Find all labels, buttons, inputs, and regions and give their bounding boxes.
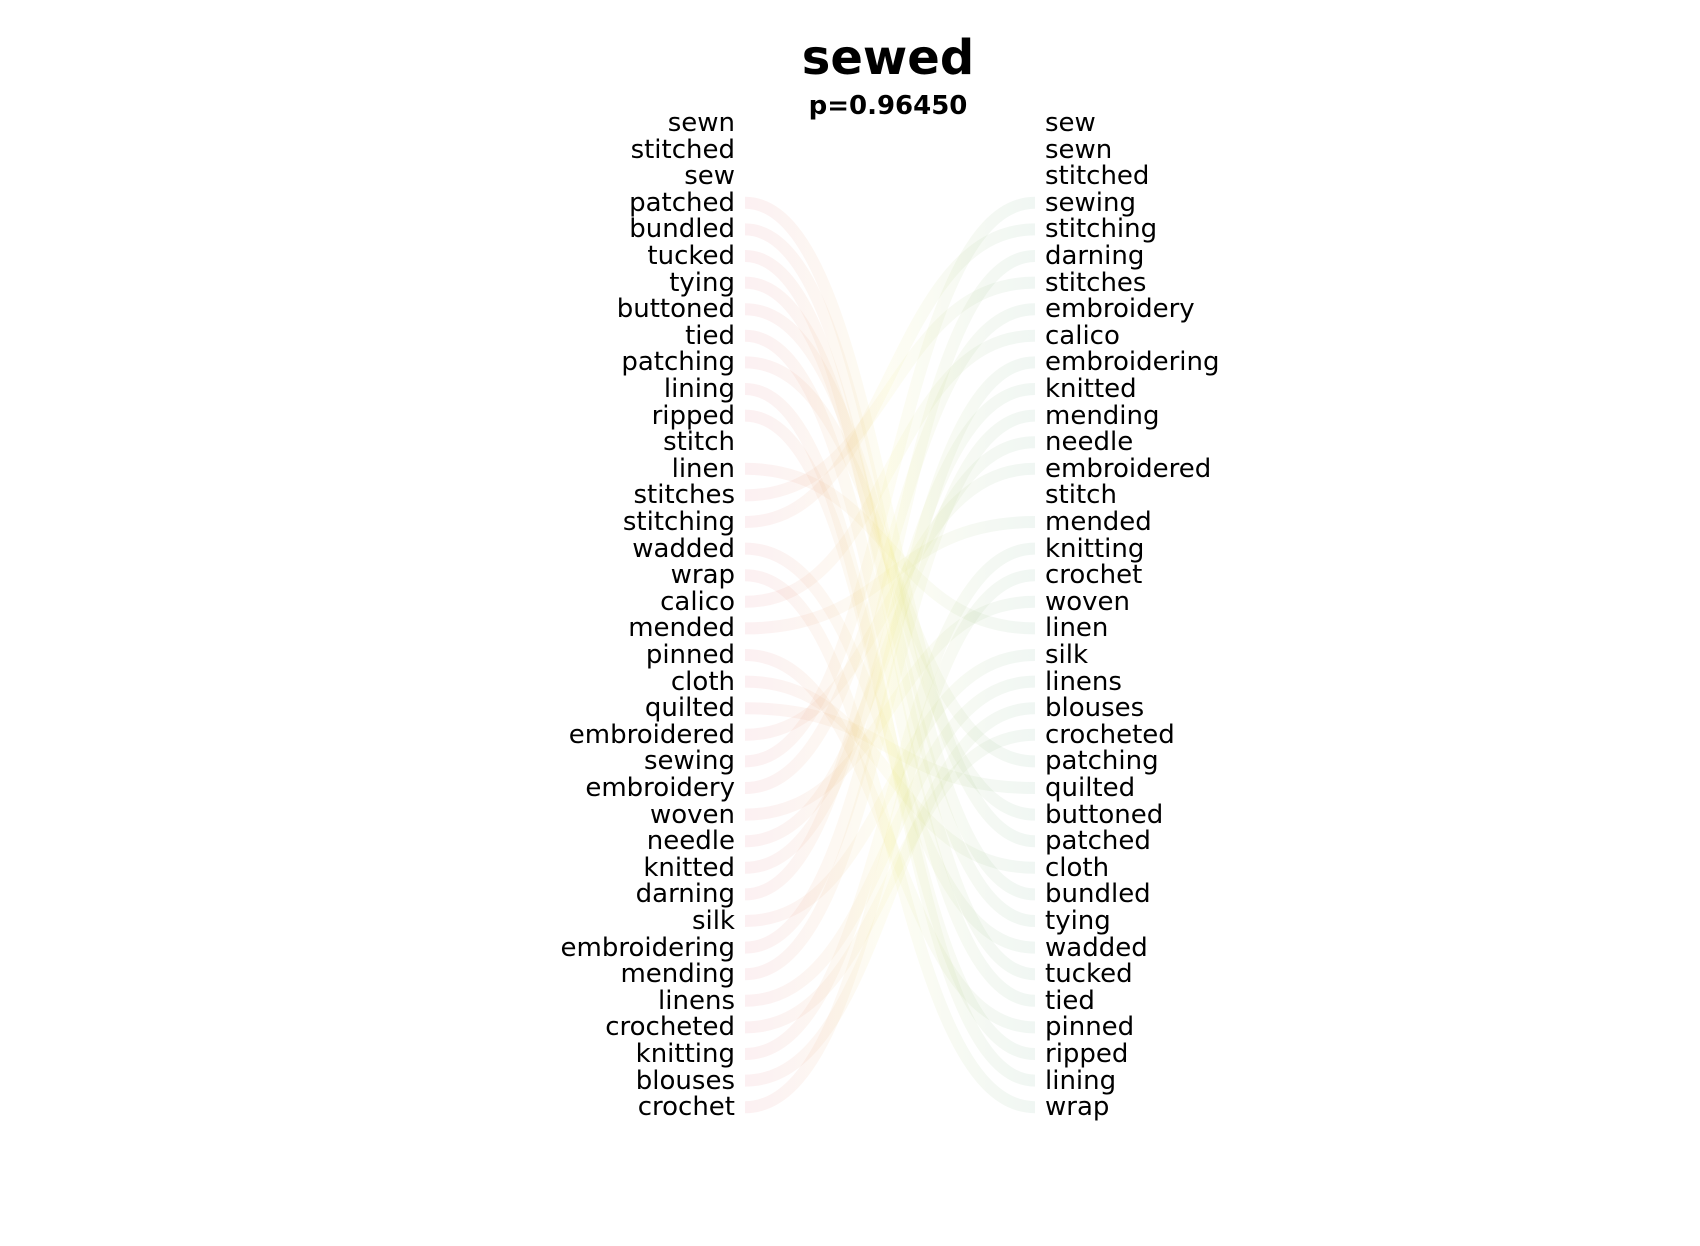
left-word: mending <box>620 959 735 990</box>
left-word: ripped <box>651 400 735 431</box>
connection-curve-color-sewing <box>744 196 1036 768</box>
left-word: stitch <box>663 427 735 458</box>
right-word: linens <box>1045 666 1122 697</box>
left-word: woven <box>649 799 735 830</box>
connection-curve-color-blouses <box>744 702 1036 1087</box>
left-word: silk <box>691 906 735 936</box>
right-word: embroidery <box>1045 294 1195 325</box>
left-word: tying <box>669 267 735 298</box>
right-word: tying <box>1045 906 1111 936</box>
left-word: quilted <box>644 693 735 724</box>
right-word: embroidered <box>1045 453 1212 484</box>
connection-curve-color-crochet <box>744 569 1036 1114</box>
right-word: knitted <box>1045 374 1137 404</box>
right-word: tucked <box>1045 959 1133 990</box>
right-word: darning <box>1045 241 1145 271</box>
left-word: sew <box>684 161 735 192</box>
connection-curve-color-knitting <box>744 542 1036 1060</box>
left-word: crochet <box>637 1092 735 1123</box>
left-word: tucked <box>647 241 735 271</box>
right-word: wadded <box>1045 932 1148 963</box>
right-word: pinned <box>1045 1012 1135 1043</box>
right-word: woven <box>1045 586 1131 617</box>
left-word: linens <box>658 985 735 1016</box>
right-word: sewing <box>1045 187 1137 218</box>
left-word: darning <box>635 879 735 910</box>
left-word: wadded <box>632 533 735 564</box>
left-word: patched <box>629 187 735 218</box>
left-word: mended <box>628 613 735 644</box>
left-word: sewing <box>643 746 735 777</box>
left-word: embroidered <box>568 719 735 750</box>
right-word: embroidering <box>1045 347 1220 378</box>
connection-curve-color-cloth <box>744 675 1036 874</box>
right-word: wrap <box>1045 1092 1110 1123</box>
connection-curve-color-patched <box>744 196 1036 848</box>
left-word: calico <box>660 586 735 617</box>
left-word: buttoned <box>616 294 735 325</box>
right-word: calico <box>1045 320 1120 351</box>
right-word: buttoned <box>1045 799 1164 830</box>
connection-curve-color-stitching <box>744 223 1036 528</box>
right-word: stitch <box>1045 480 1117 511</box>
left-word: knitting <box>635 1039 735 1069</box>
right-word: crocheted <box>1045 719 1175 750</box>
left-word: needle <box>646 826 735 857</box>
right-word: patching <box>1045 746 1159 777</box>
left-word: patching <box>621 347 735 378</box>
right-word: mending <box>1045 400 1160 431</box>
connection-curve-color-darning <box>744 250 1036 901</box>
right-word: blouses <box>1045 693 1145 724</box>
left-word: sewn <box>667 108 735 138</box>
right-word: sewn <box>1045 134 1113 165</box>
left-word: linen <box>671 453 735 484</box>
left-word: stitched <box>630 134 735 165</box>
left-word: crocheted <box>605 1012 735 1043</box>
right-word: lining <box>1045 1065 1117 1096</box>
left-word: cloth <box>670 666 735 697</box>
right-word: quilted <box>1045 773 1136 803</box>
left-word: wrap <box>670 560 735 591</box>
right-word: stitches <box>1045 267 1147 298</box>
right-word: crochet <box>1045 560 1143 591</box>
right-word: stitched <box>1045 161 1150 192</box>
right-word: cloth <box>1045 852 1110 883</box>
right-word: sew <box>1045 108 1096 138</box>
right-word: silk <box>1045 640 1089 670</box>
left-word: embroidering <box>560 932 735 963</box>
p-value-subtitle: p=0.96450 <box>808 91 968 121</box>
right-word: knitting <box>1045 533 1145 564</box>
connection-curve-color-mending <box>744 409 1036 981</box>
connection-curve-color-knitted <box>744 383 1036 874</box>
left-word: blouses <box>635 1065 735 1096</box>
left-word: tied <box>685 320 735 351</box>
left-word: knitted <box>643 852 735 883</box>
right-word: bundled <box>1045 879 1151 910</box>
right-word: linen <box>1045 613 1109 644</box>
connection-curve-color-quilted <box>744 702 1036 794</box>
left-word: lining <box>663 374 735 404</box>
right-word: needle <box>1045 427 1134 458</box>
page-title: sewed <box>801 30 975 86</box>
right-word: tied <box>1045 985 1095 1016</box>
right-word: stitching <box>1045 214 1158 245</box>
left-word: stitching <box>622 507 735 537</box>
left-word: bundled <box>629 214 735 245</box>
left-word: pinned <box>645 640 735 670</box>
left-word: embroidery <box>585 773 735 803</box>
right-word: ripped <box>1045 1039 1129 1069</box>
right-word: patched <box>1045 826 1151 857</box>
right-word: mended <box>1045 507 1152 537</box>
connection-curve-color-embroidering <box>744 356 1036 954</box>
left-word: stitches <box>633 480 735 511</box>
